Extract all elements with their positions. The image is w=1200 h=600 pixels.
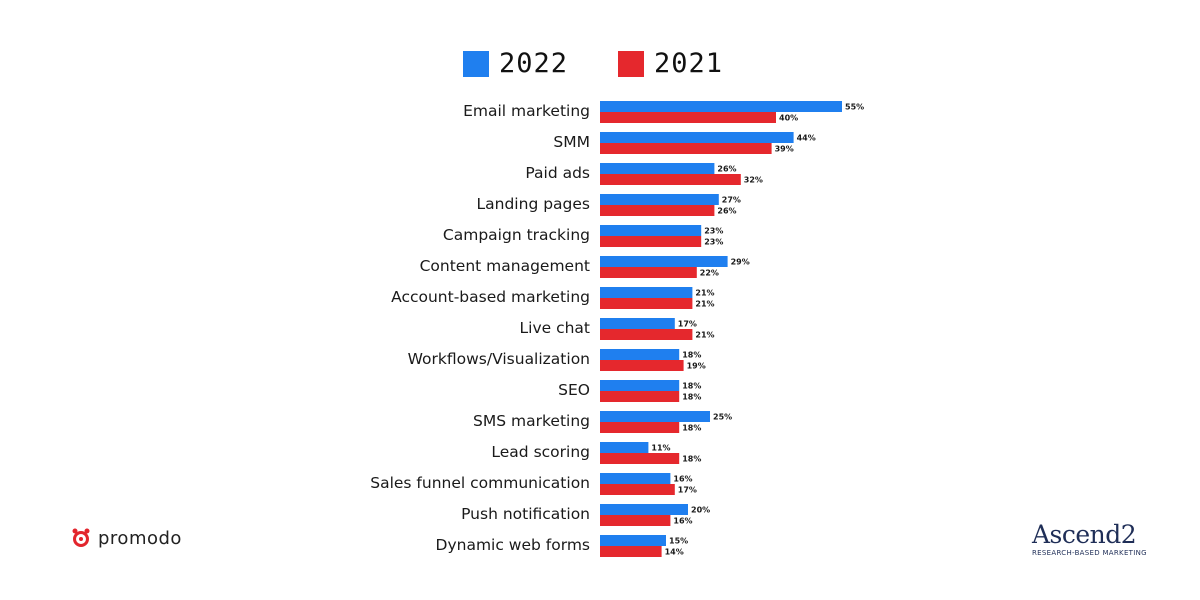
value-label-2021-account-based-marketing: 21% (695, 300, 714, 309)
bar-2022-campaign-tracking (600, 225, 702, 236)
bar-2022-push-notification (600, 504, 688, 515)
bar-2021-sms-marketing (600, 422, 680, 433)
value-label-2022-campaign-tracking: 23% (704, 227, 723, 236)
ascend2-logo: Ascend2 RESEARCH-BASED MARKETING (1032, 520, 1147, 558)
value-label-2022-account-based-marketing: 21% (695, 289, 714, 298)
bar-2022-landing-pages (600, 194, 719, 205)
value-label-2021-push-notification: 16% (673, 517, 692, 526)
value-label-2022-sms-marketing: 25% (713, 413, 732, 422)
value-label-2022-dynamic-web-forms: 15% (669, 537, 688, 546)
legend-label-2021: 2021 (654, 48, 724, 79)
value-label-2021-campaign-tracking: 23% (704, 238, 723, 247)
category-label-email-marketing: Email marketing (463, 102, 590, 120)
bar-2021-seo (600, 391, 680, 402)
category-label-sales-funnel-communication: Sales funnel communication (370, 474, 590, 492)
value-label-2022-workflows-visualization: 18% (682, 351, 701, 360)
bar-2021-push-notification (600, 515, 671, 526)
value-label-2021-seo: 18% (682, 393, 701, 402)
value-label-2021-dynamic-web-forms: 14% (665, 548, 684, 557)
value-label-2022-content-management: 29% (731, 258, 750, 267)
value-label-2022-live-chat: 17% (678, 320, 697, 329)
category-label-workflows-visualization: Workflows/Visualization (408, 350, 590, 368)
ascend2-wordmark: Ascend2 (1032, 520, 1137, 549)
value-label-2022-smm: 44% (797, 134, 816, 143)
legend-label-2022: 2022 (499, 48, 569, 79)
bar-2022-content-management (600, 256, 728, 267)
bar-2021-campaign-tracking (600, 236, 702, 247)
category-label-push-notification: Push notification (461, 505, 590, 523)
value-label-2021-sms-marketing: 18% (682, 424, 701, 433)
bar-2021-content-management (600, 267, 697, 278)
category-label-content-management: Content management (420, 257, 590, 275)
bar-2022-workflows-visualization (600, 349, 680, 360)
value-label-2022-lead-scoring: 11% (651, 444, 670, 453)
bar-2021-account-based-marketing (600, 298, 693, 309)
value-label-2021-paid-ads: 32% (744, 176, 763, 185)
category-label-live-chat: Live chat (520, 319, 591, 337)
category-label-paid-ads: Paid ads (525, 164, 590, 182)
bar-2021-smm (600, 143, 772, 154)
category-label-sms-marketing: SMS marketing (473, 412, 590, 430)
value-label-2021-content-management: 22% (700, 269, 719, 278)
value-label-2022-landing-pages: 27% (722, 196, 741, 205)
bar-2021-lead-scoring (600, 453, 680, 464)
bar-2022-account-based-marketing (600, 287, 693, 298)
value-label-2022-push-notification: 20% (691, 506, 710, 515)
category-label-dynamic-web-forms: Dynamic web forms (436, 536, 590, 554)
bar-2022-seo (600, 380, 680, 391)
category-label-account-based-marketing: Account-based marketing (391, 288, 590, 306)
value-label-2021-sales-funnel-communication: 17% (678, 486, 697, 495)
bar-2021-live-chat (600, 329, 693, 340)
category-label-seo: SEO (558, 381, 590, 399)
value-label-2022-paid-ads: 26% (717, 165, 736, 174)
value-label-2021-live-chat: 21% (695, 331, 714, 340)
promodo-logo-icon (72, 528, 90, 547)
value-label-2022-email-marketing: 55% (845, 103, 864, 112)
bar-2022-lead-scoring (600, 442, 649, 453)
value-label-2021-smm: 39% (775, 145, 794, 154)
value-label-2021-lead-scoring: 18% (682, 455, 701, 464)
bar-2022-paid-ads (600, 163, 715, 174)
bar-2022-sales-funnel-communication (600, 473, 671, 484)
bar-2022-smm (600, 132, 794, 143)
promodo-logo: promodo (70, 527, 182, 549)
legend-swatch-2021 (618, 50, 645, 77)
category-label-landing-pages: Landing pages (477, 195, 590, 213)
value-label-2022-sales-funnel-communication: 16% (673, 475, 692, 484)
value-label-2022-seo: 18% (682, 382, 701, 391)
ascend2-tagline: RESEARCH-BASED MARKETING (1032, 549, 1147, 557)
category-label-smm: SMM (553, 133, 590, 151)
category-label-lead-scoring: Lead scoring (491, 443, 590, 461)
category-label-campaign-tracking: Campaign tracking (443, 226, 590, 244)
bar-2021-paid-ads (600, 174, 741, 185)
promodo-wordmark: promodo (98, 527, 182, 549)
legend-item-2022: 2022 (463, 48, 568, 79)
bar-2021-sales-funnel-communication (600, 484, 675, 495)
legend-swatch-2022 (463, 50, 489, 77)
bar-2021-landing-pages (600, 205, 715, 216)
bar-2021-dynamic-web-forms (600, 546, 662, 557)
legend-item-2021: 2021 (618, 48, 723, 79)
bar-2022-live-chat (600, 318, 675, 329)
bar-2022-sms-marketing (600, 411, 710, 422)
value-label-2021-email-marketing: 40% (779, 114, 798, 123)
value-label-2021-workflows-visualization: 19% (687, 362, 706, 371)
bar-2021-email-marketing (600, 112, 776, 123)
legend: 2022 2021 (463, 48, 773, 79)
bar-2021-workflows-visualization (600, 360, 684, 371)
bar-2022-email-marketing (600, 101, 842, 112)
bar-2022-dynamic-web-forms (600, 535, 666, 546)
value-label-2021-landing-pages: 26% (717, 207, 736, 216)
